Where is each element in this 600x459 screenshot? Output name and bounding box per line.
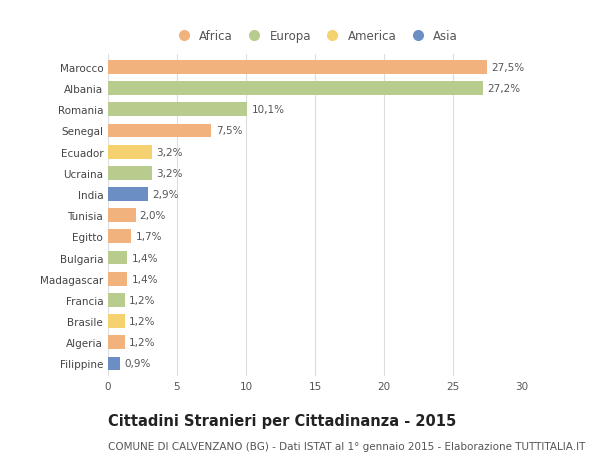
Text: 1,4%: 1,4% (131, 253, 158, 263)
Bar (108, 124, 211, 138)
Text: 1,2%: 1,2% (128, 316, 155, 326)
Bar (108, 209, 136, 223)
Text: 1,2%: 1,2% (128, 337, 155, 347)
Bar (108, 357, 121, 370)
Bar (108, 314, 125, 328)
Text: 1,2%: 1,2% (128, 295, 155, 305)
Bar (108, 61, 487, 75)
Legend: Africa, Europa, America, Asia: Africa, Europa, America, Asia (167, 26, 463, 48)
Bar (108, 272, 127, 286)
Text: Cittadini Stranieri per Cittadinanza - 2015: Cittadini Stranieri per Cittadinanza - 2… (108, 413, 456, 428)
Text: 10,1%: 10,1% (251, 105, 284, 115)
Bar (108, 188, 148, 202)
Text: 27,5%: 27,5% (491, 63, 525, 73)
Bar (108, 251, 127, 265)
Bar (108, 230, 131, 244)
Text: 3,2%: 3,2% (156, 147, 183, 157)
Text: 7,5%: 7,5% (215, 126, 242, 136)
Text: 1,4%: 1,4% (131, 274, 158, 284)
Text: COMUNE DI CALVENZANO (BG) - Dati ISTAT al 1° gennaio 2015 - Elaborazione TUTTITA: COMUNE DI CALVENZANO (BG) - Dati ISTAT a… (108, 441, 586, 451)
Text: 2,9%: 2,9% (152, 190, 179, 200)
Text: 2,0%: 2,0% (140, 211, 166, 221)
Text: 0,9%: 0,9% (125, 358, 151, 369)
Bar (108, 167, 152, 180)
Bar (108, 103, 247, 117)
Bar (108, 336, 125, 349)
Text: 3,2%: 3,2% (156, 168, 183, 179)
Text: 1,7%: 1,7% (136, 232, 162, 242)
Text: 27,2%: 27,2% (487, 84, 521, 94)
Bar (108, 293, 125, 307)
Bar (108, 82, 484, 96)
Bar (108, 146, 152, 159)
